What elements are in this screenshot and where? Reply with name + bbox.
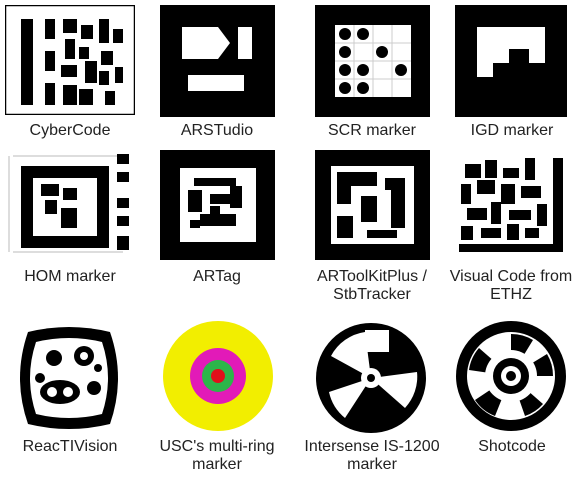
usc-multi-ring-marker-image bbox=[163, 321, 273, 431]
marker-label: Intersense IS-1200 marker bbox=[304, 438, 440, 473]
intersense-marker-image bbox=[316, 323, 426, 433]
scr-marker-image bbox=[315, 5, 430, 117]
visual-code-marker-image bbox=[459, 158, 563, 252]
marker-label: ARTag bbox=[193, 268, 241, 285]
marker-label: HOM marker bbox=[24, 268, 116, 285]
marker-label: ARToolKitPlus / StbTracker bbox=[317, 268, 427, 303]
arstudio-marker-image bbox=[160, 5, 275, 117]
shotcode-marker-image bbox=[456, 321, 566, 431]
reactivision-marker-image bbox=[20, 327, 118, 429]
cybercode-marker-image bbox=[5, 5, 135, 115]
marker-label: USC's multi-ring marker bbox=[159, 438, 275, 473]
marker-label: IGD marker bbox=[470, 122, 554, 139]
marker-label: CyberCode bbox=[29, 122, 111, 139]
artoolkitplus-marker-image bbox=[315, 150, 430, 260]
artag-marker-image bbox=[160, 150, 275, 260]
marker-label: ReacTIVision bbox=[22, 438, 118, 455]
igd-marker-image bbox=[455, 5, 567, 117]
marker-label: ARSTudio bbox=[180, 122, 254, 139]
marker-label: SCR marker bbox=[327, 122, 416, 139]
marker-label: Shotcode bbox=[478, 438, 546, 455]
hom-marker-image bbox=[8, 154, 129, 253]
marker-label: Visual Code from ETHZ bbox=[449, 268, 573, 303]
